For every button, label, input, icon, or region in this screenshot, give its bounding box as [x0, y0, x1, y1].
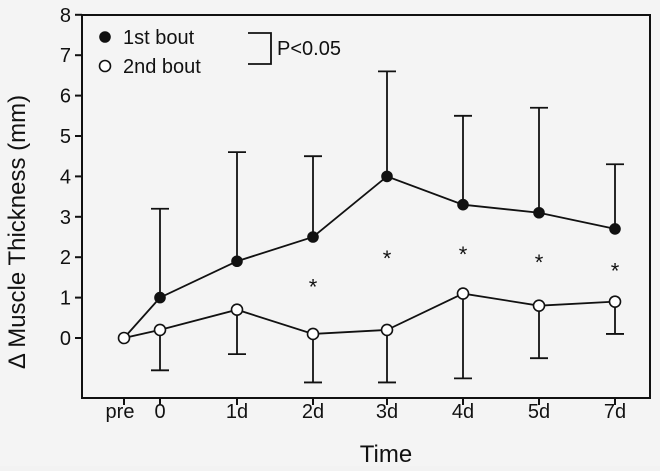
star-7d: * — [611, 258, 620, 283]
x-tick-label-pre: pre — [106, 401, 135, 423]
point-2nd-2d — [306, 327, 320, 341]
y-tick-label-5: 5 — [60, 126, 71, 148]
legend: 1st bout 2nd bout P<0.05 — [98, 27, 341, 78]
y-tick-label-0: 0 — [60, 328, 71, 350]
y-tick-label-8: 8 — [60, 5, 71, 27]
star-3d: * — [383, 246, 392, 271]
point-2nd-7d — [608, 295, 622, 308]
y-axis-title: Δ Muscle Thickness (mm) — [4, 95, 31, 369]
y-tick-label-4: 4 — [60, 166, 71, 188]
star-2d: * — [309, 274, 318, 299]
x-tick-label-1d: 1d — [226, 401, 248, 423]
point-1st-3d — [381, 170, 393, 183]
point-1st-7d — [609, 223, 621, 235]
y-tick-label-3: 3 — [60, 207, 71, 229]
star-5d: * — [535, 250, 544, 275]
plot-frame — [81, 14, 651, 399]
legend-bracket — [248, 32, 272, 65]
x-tick-label-2d: 2d — [302, 401, 324, 423]
x-tick-label-3d: 3d — [376, 401, 398, 423]
legend-marker-1st-bout — [99, 31, 111, 43]
legend-marker-2nd-bout — [98, 59, 112, 73]
point-2nd-1d — [230, 303, 244, 317]
x-tick-label-0: 0 — [154, 401, 165, 423]
significance-markers: * * * * * — [309, 242, 620, 299]
y-tick-label-7: 7 — [60, 45, 71, 67]
star-4d: * — [459, 242, 468, 267]
point-2nd-4d — [456, 287, 470, 300]
y-tick-label-6: 6 — [60, 86, 71, 108]
y-tick-label-1: 1 — [60, 288, 71, 310]
point-2nd-0 — [153, 323, 167, 337]
data-points — [117, 170, 622, 345]
series-lines — [123, 175, 616, 339]
point-2nd-3d — [380, 323, 394, 337]
axes: 0 1 2 3 4 5 6 7 8 pre 0 1d 2d 3d 4d 5d 7d — [60, 5, 651, 423]
point-2nd-pre — [117, 331, 131, 345]
x-tick-label-7d: 7d — [604, 401, 626, 423]
error-bars — [151, 70, 624, 384]
legend-pvalue: P<0.05 — [277, 38, 341, 60]
point-1st-5d — [533, 206, 545, 219]
x-tick-label-4d: 4d — [452, 401, 474, 423]
point-1st-0 — [154, 291, 166, 304]
legend-label-1st-bout: 1st bout — [123, 27, 195, 49]
point-1st-1d — [231, 255, 243, 268]
x-tick-label-5d: 5d — [528, 401, 550, 423]
point-1st-4d — [457, 198, 469, 211]
series-line-1st-bout — [123, 175, 616, 339]
point-1st-2d — [307, 231, 319, 243]
x-axis-title: Time — [360, 441, 412, 466]
series-line-2nd-bout — [123, 292, 616, 339]
legend-label-2nd-bout: 2nd bout — [123, 56, 201, 78]
point-2nd-5d — [532, 299, 546, 312]
y-tick-label-2: 2 — [60, 247, 71, 269]
